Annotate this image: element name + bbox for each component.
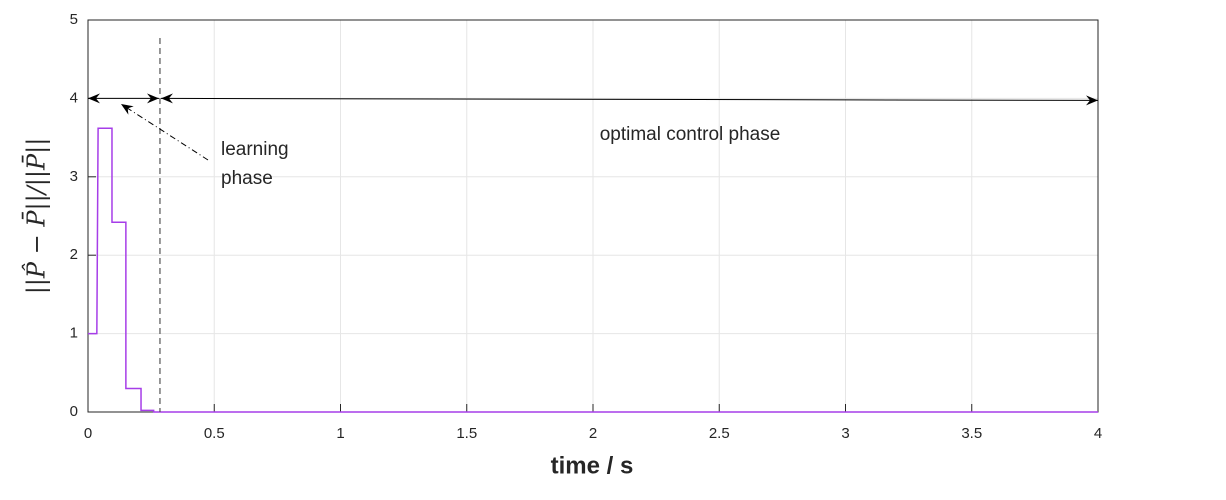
y-tick-label: 3 — [70, 168, 78, 185]
data-line — [88, 127, 1098, 413]
control-arrow — [160, 93, 1099, 106]
x-tick-label: 3.5 — [961, 425, 982, 442]
y-tick-label: 5 — [70, 11, 78, 28]
x-tick-label: 2.5 — [709, 425, 730, 442]
y-tick-label: 1 — [70, 325, 78, 342]
annotation: learning — [221, 139, 289, 160]
y-tick-label: 4 — [70, 89, 78, 106]
x-tick-label: 2 — [589, 425, 597, 442]
x-tick-label: 1.5 — [456, 425, 477, 442]
pointer-arrow — [120, 103, 209, 161]
annotation: phase — [221, 168, 273, 189]
x-tick-label: 1 — [336, 425, 344, 442]
y-tick-label: 0 — [70, 403, 78, 420]
x-tick-label: 0.5 — [204, 425, 225, 442]
y-tick-label: 2 — [70, 246, 78, 263]
annotation: optimal control phase — [600, 124, 781, 145]
x-tick-label: 4 — [1094, 425, 1102, 442]
x-tick-label: 3 — [841, 425, 849, 442]
x-axis-label: time / s — [551, 452, 634, 479]
x-tick-label: 0 — [84, 425, 92, 442]
y-axis-label: ||P̂ − P̄||/||P̄|| — [22, 138, 51, 295]
